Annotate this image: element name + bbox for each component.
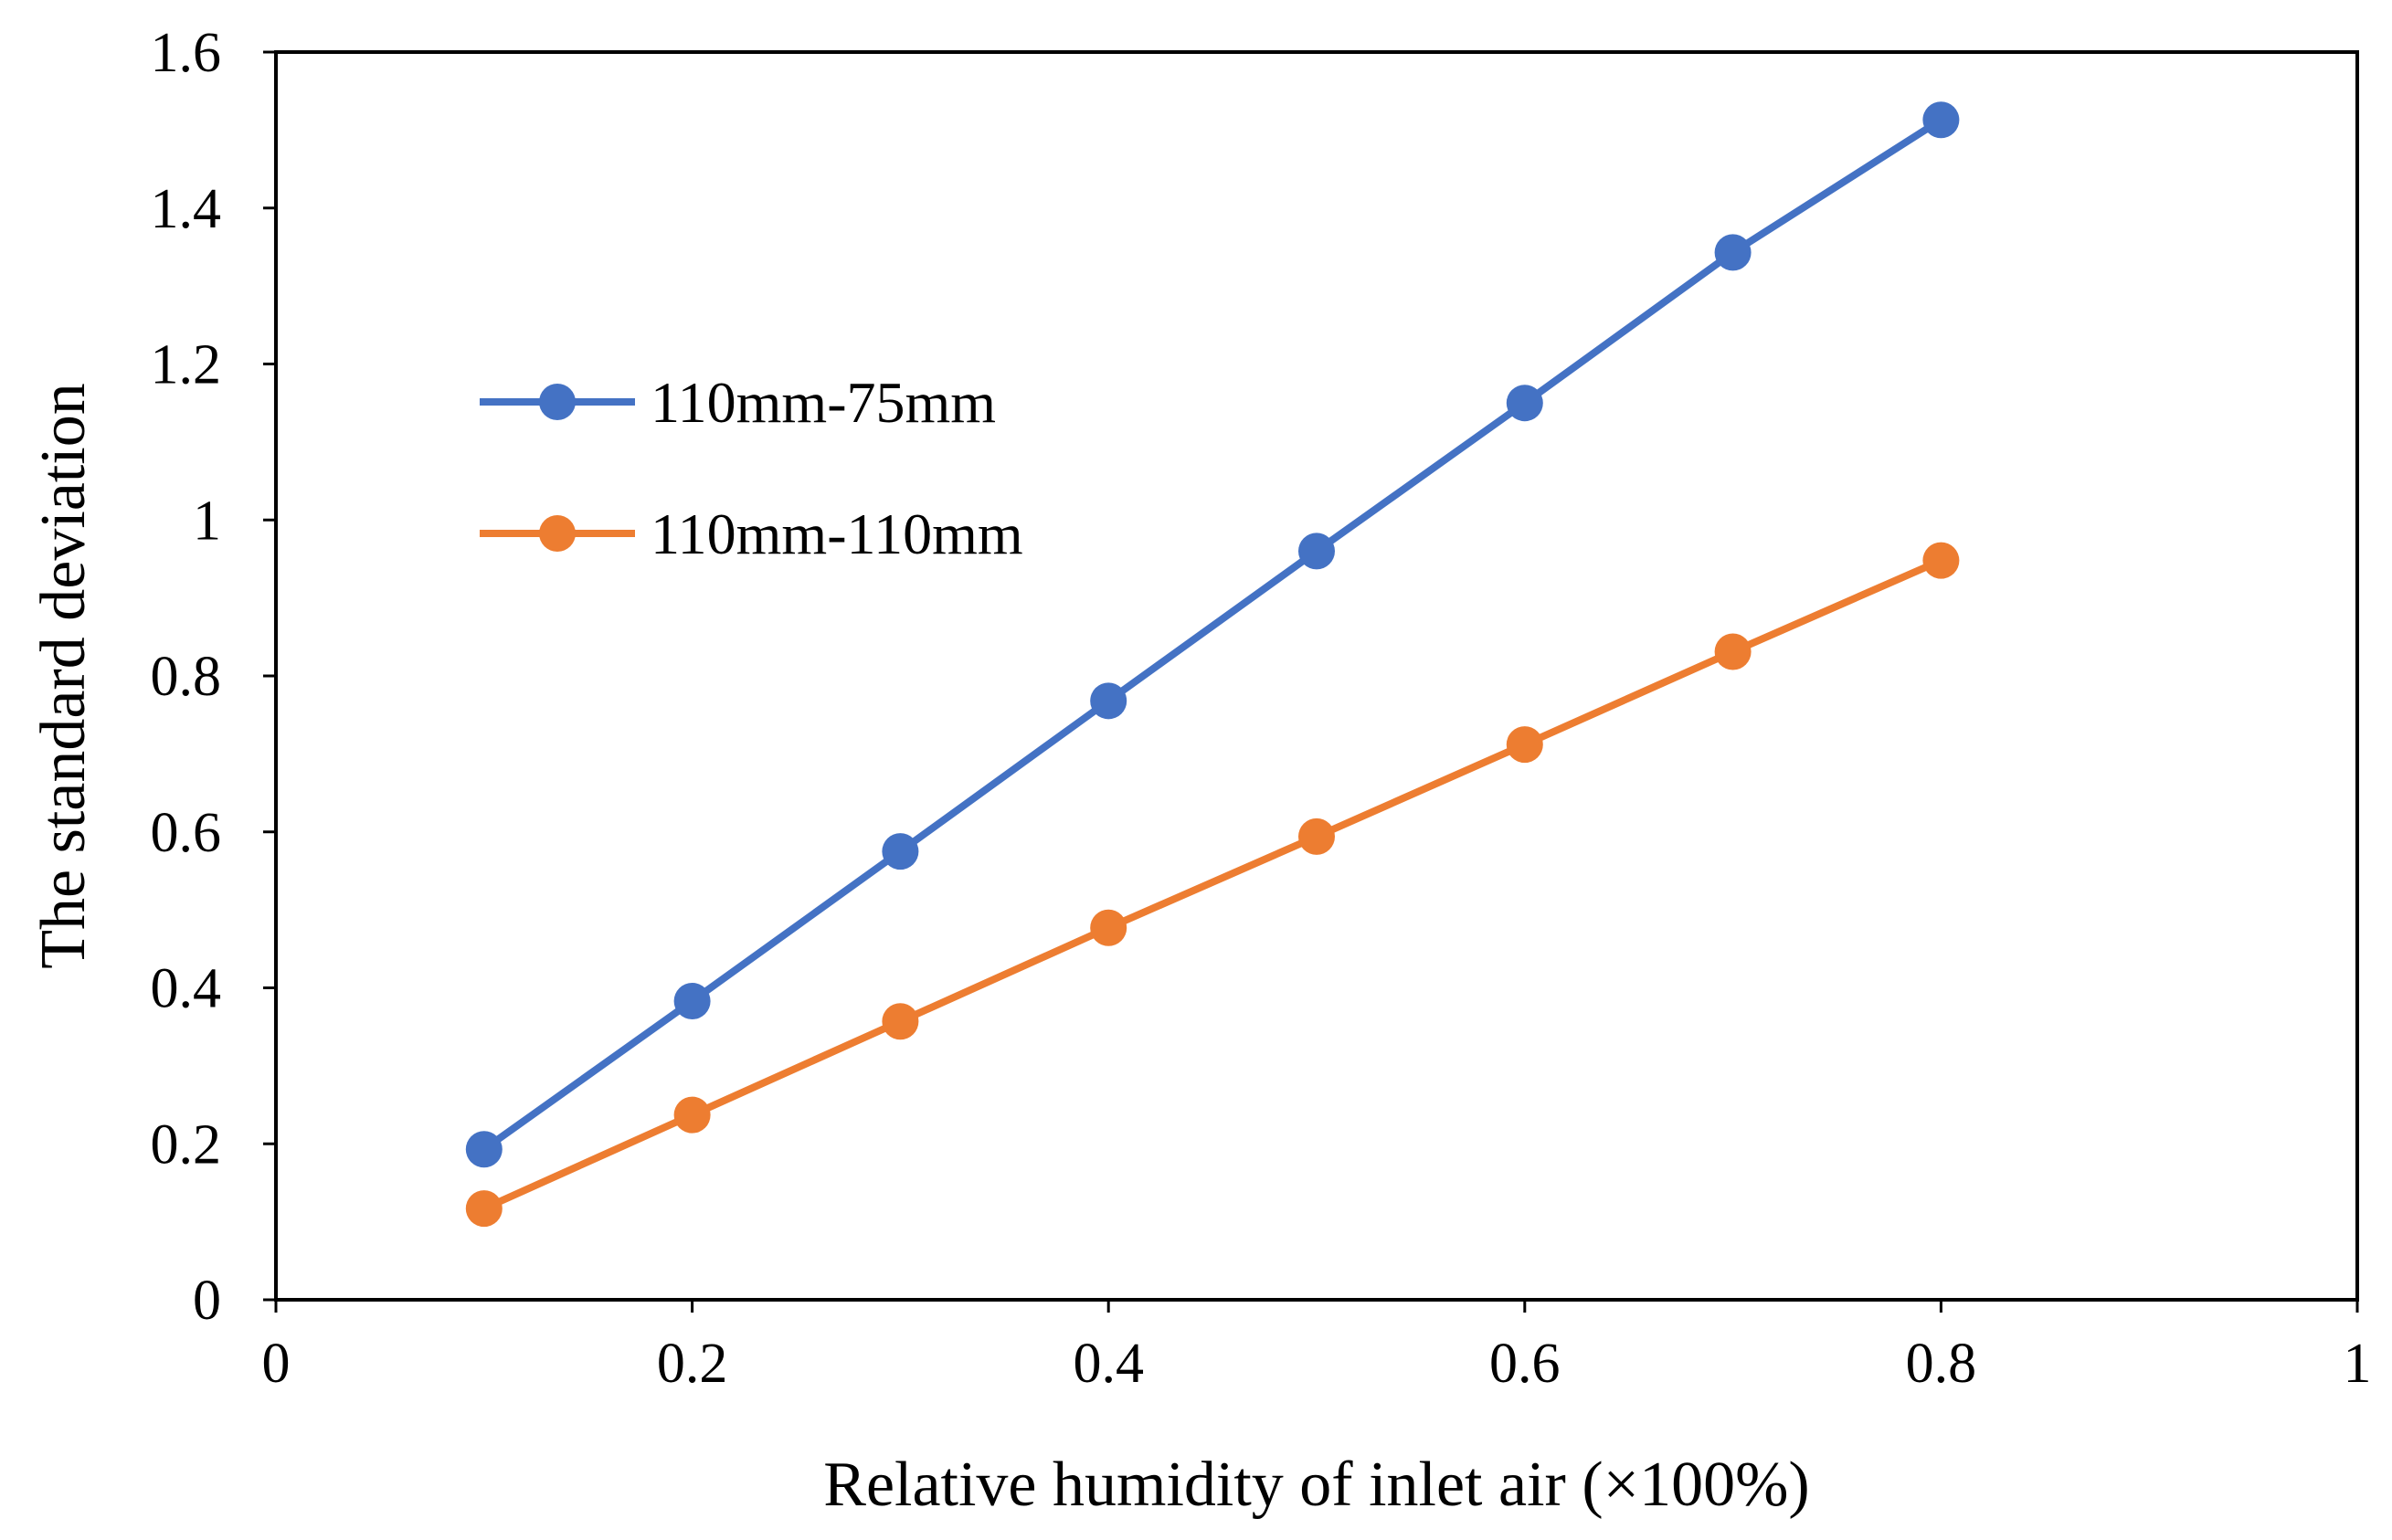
y-axis-title: The standard deviation bbox=[28, 383, 99, 968]
series-110mm-75mm bbox=[465, 101, 1960, 1168]
y-tick-label: 0.4 bbox=[151, 958, 222, 1020]
data-point-110mm-75mm bbox=[1714, 234, 1752, 271]
legend-item-110mm-110mm: 110mm-110mm bbox=[480, 501, 1023, 566]
y-tick-label: 0 bbox=[193, 1270, 221, 1332]
data-point-110mm-75mm bbox=[465, 1131, 503, 1168]
y-axis-ticks: 0 0.2 0.4 0.6 0.8 1 1.2 1.4 1.6 bbox=[151, 22, 276, 1332]
x-axis-title: Relative humidity of inlet air (×100%) bbox=[823, 1450, 1810, 1520]
data-point-110mm-110mm bbox=[1090, 909, 1127, 946]
data-point-110mm-110mm bbox=[465, 1190, 503, 1228]
x-axis-ticks: 0 0.2 0.4 0.6 0.8 1 bbox=[262, 1300, 2372, 1395]
data-point-110mm-110mm bbox=[1922, 542, 1960, 579]
series-layer bbox=[465, 101, 1960, 1228]
data-point-110mm-110mm bbox=[1714, 633, 1752, 670]
data-point-110mm-75mm bbox=[1506, 385, 1543, 422]
data-point-110mm-75mm bbox=[882, 833, 919, 870]
legend-marker-110mm-110mm bbox=[539, 515, 576, 552]
data-point-110mm-110mm bbox=[1298, 817, 1335, 855]
legend-item-110mm-75mm: 110mm-75mm bbox=[480, 370, 996, 435]
data-point-110mm-75mm bbox=[1090, 682, 1127, 720]
plot-frame bbox=[274, 50, 2359, 1302]
data-point-110mm-110mm bbox=[673, 1096, 711, 1134]
data-point-110mm-75mm bbox=[673, 983, 711, 1020]
legend-label-110mm-110mm: 110mm-110mm bbox=[651, 501, 1023, 566]
legend-label-110mm-75mm: 110mm-75mm bbox=[651, 370, 996, 435]
y-tick-label: 0.2 bbox=[151, 1113, 222, 1176]
x-tick-label: 0 bbox=[262, 1333, 291, 1395]
x-tick-label: 1 bbox=[2344, 1333, 2372, 1395]
series-line-110mm-75mm bbox=[482, 116, 1943, 1153]
series-110mm-110mm bbox=[465, 542, 1960, 1228]
y-tick-label: 1.6 bbox=[151, 22, 222, 84]
legend: 110mm-75mm 110mm-110mm bbox=[480, 370, 1023, 566]
y-tick-label: 1 bbox=[193, 490, 221, 552]
series-line-110mm-110mm bbox=[482, 556, 1943, 1212]
y-tick-label: 1.2 bbox=[151, 334, 222, 396]
legend-marker-110mm-75mm bbox=[539, 384, 576, 420]
x-tick-label: 0.6 bbox=[1489, 1333, 1561, 1395]
data-point-110mm-75mm bbox=[1922, 101, 1960, 139]
y-tick-label: 0.8 bbox=[151, 646, 222, 708]
data-point-110mm-110mm bbox=[1506, 726, 1543, 764]
data-point-110mm-75mm bbox=[1298, 533, 1335, 570]
x-tick-label: 0.4 bbox=[1073, 1333, 1144, 1395]
x-tick-label: 0.2 bbox=[657, 1333, 728, 1395]
y-tick-label: 0.6 bbox=[151, 802, 222, 864]
y-tick-label: 1.4 bbox=[151, 178, 222, 240]
x-tick-label: 0.8 bbox=[1906, 1333, 1977, 1395]
data-point-110mm-110mm bbox=[882, 1003, 919, 1040]
